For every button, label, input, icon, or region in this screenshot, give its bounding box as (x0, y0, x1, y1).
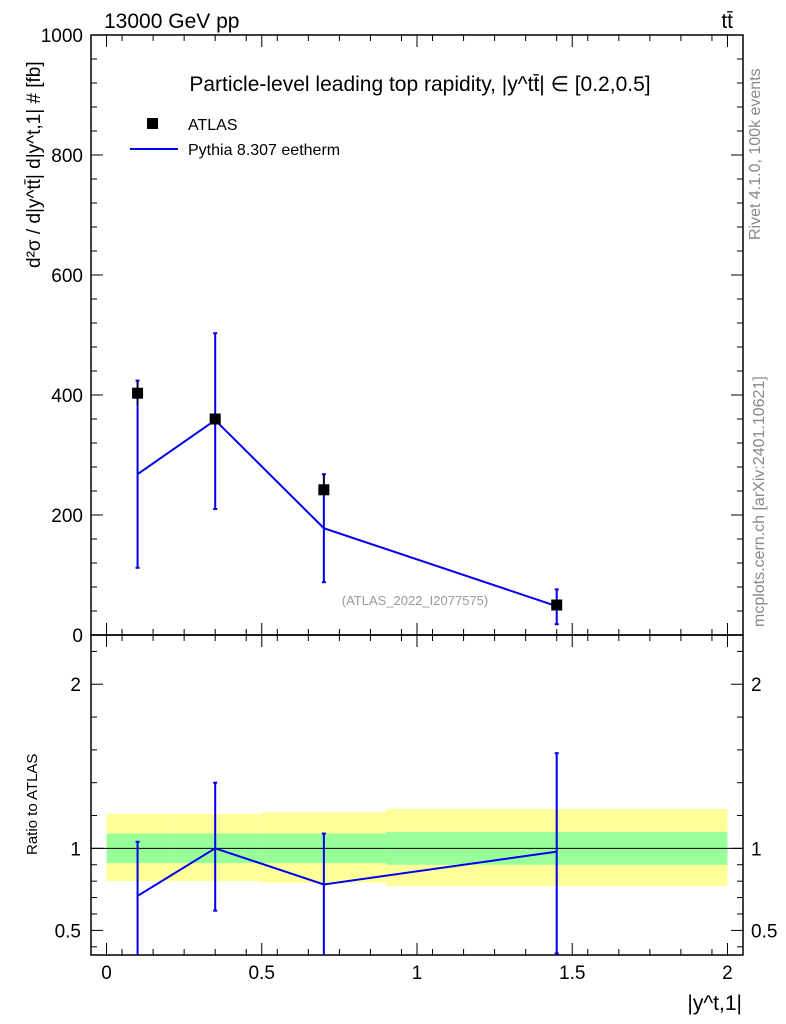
ratio-y-tick-label: 2 (70, 675, 81, 696)
x-tick-label: 0.5 (249, 963, 275, 984)
x-axis-label: |y^t,1| (687, 992, 742, 1015)
mcplots-label: mcplots.cern.ch [arXiv:2401.10621] (751, 376, 768, 627)
y-tick-label: 0 (72, 626, 83, 647)
data-point (551, 599, 563, 611)
ratio-y-tick-label-right: 2 (751, 675, 762, 696)
ratio-y-tick-label: 0.5 (55, 921, 81, 942)
y-tick-label: 600 (51, 266, 83, 287)
data-point (132, 387, 144, 399)
ratio-y-axis-label: Ratio to ATLAS (24, 754, 41, 855)
data-point (318, 484, 330, 496)
x-tick-label: 2 (722, 963, 733, 984)
mc-line (137, 418, 558, 608)
data-point (209, 413, 221, 425)
x-tick-label: 0 (101, 963, 112, 984)
main-y-axis-label: d²σ / d|y^tt̄| d|y^t,1| # [fb] (24, 61, 45, 268)
x-tick-label: 1 (412, 963, 423, 984)
rivet-label: Rivet 4.1.0, 100k events (747, 68, 764, 240)
ratio-y-tick-label-right: 1 (751, 839, 762, 860)
process-label: tt̄ (721, 10, 733, 33)
ratio-frame (90, 634, 744, 956)
ratio-mc-line (137, 847, 557, 897)
ratio-panel: 0 0.5 1 1.5 2 0.5 0.5 1 1 2 2 (55, 634, 777, 984)
energy-label: 13000 GeV pp (104, 10, 239, 33)
main-panel: 0 200 400 600 800 1000 (41, 26, 744, 647)
chart-title: Particle-level leading top rapidity, |y^… (189, 73, 650, 96)
legend-atlas-marker (147, 118, 158, 129)
y-tick-label: 400 (51, 386, 83, 407)
legend-atlas-label: ATLAS (188, 117, 238, 134)
x-tick-label: 1.5 (559, 963, 585, 984)
y-tick-label: 200 (51, 506, 83, 527)
legend-mc-label: Pythia 8.307 eetherm (188, 142, 340, 159)
y-tick-label: 800 (51, 146, 83, 167)
ratio-y-tick-label-right: 0.5 (751, 921, 777, 942)
ratio-y-tick-label: 1 (70, 839, 81, 860)
y-tick-label: 1000 (41, 26, 83, 47)
analysis-label: (ATLAS_2022_I2077575) (342, 593, 488, 608)
legend: ATLAS Pythia 8.307 eetherm (130, 117, 340, 159)
